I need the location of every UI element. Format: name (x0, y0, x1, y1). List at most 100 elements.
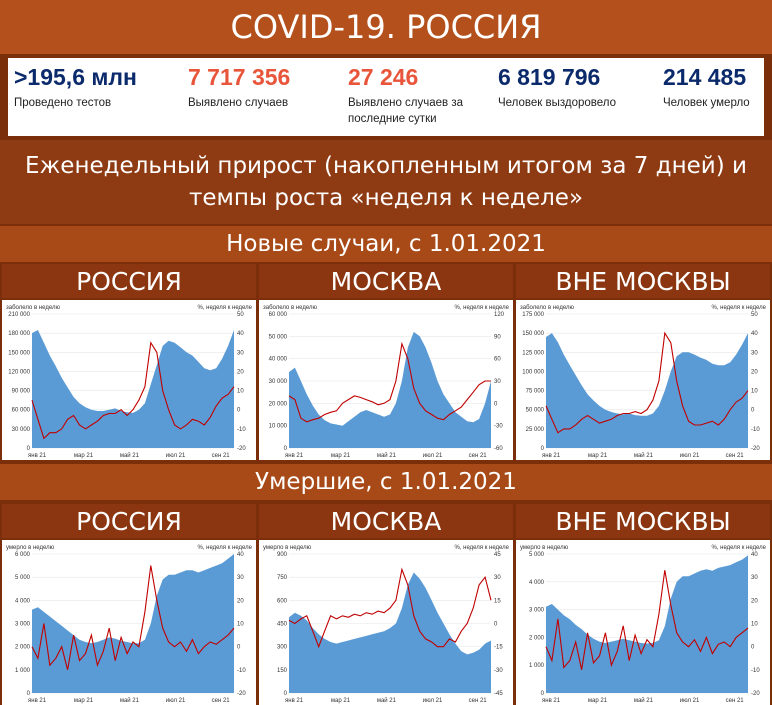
y-tick-label: 1 000 (15, 668, 31, 674)
x-tick-label: мар 21 (331, 698, 351, 704)
line-series (288, 567, 492, 649)
chart-svg: заболело в неделю %, неделя к неделе 210 0… (6, 305, 253, 459)
stat-value: 27 246 (348, 64, 419, 90)
y2-tick-label: 15 (494, 598, 501, 604)
x-tick-label: сен 21 (469, 698, 488, 704)
x-tick-label: мар 21 (331, 453, 351, 459)
line-series (545, 331, 749, 434)
y-tick-label: 210 000 (8, 312, 30, 318)
y2-tick-label: 30 (494, 575, 501, 581)
stats-panel: >195,6 млн Проведено тестов 7 717 356 Вы… (8, 58, 764, 136)
x-tick-label: июл 21 (680, 453, 700, 459)
y-tick-label: 750 (277, 575, 288, 581)
y-tick-label: 600 (277, 598, 288, 604)
x-tick-label: сен 21 (726, 698, 745, 704)
y-tick-label: 50 000 (526, 408, 545, 414)
x-tick-label: янв 21 (542, 453, 561, 459)
y-tick-label: 75 000 (526, 389, 545, 395)
y2-tick-label: -10 (751, 427, 760, 433)
y-tick-label: 150 000 (8, 350, 30, 356)
chart-deaths-russia: умерло в неделю %, неделя к неделе 6 000 5 … (2, 540, 256, 705)
y-tick-label: 90 000 (12, 389, 31, 395)
x-tick-label: июл 21 (166, 453, 186, 459)
region-title: МОСКВА (259, 504, 513, 538)
subtitle: Еженедельный прирост (накопленным итогом… (0, 140, 772, 224)
y2-tick-label: 0 (751, 408, 755, 414)
y2-tick-label: 60 (494, 357, 501, 363)
chart-svg: умерло в неделю %, неделя к неделе 5 000 4 … (520, 545, 767, 704)
y-tick-label: 450 (277, 622, 288, 628)
y-tick-label: 0 (27, 446, 31, 452)
stat-value: 7 717 356 (188, 64, 291, 90)
y2-tick-label: 0 (494, 622, 498, 628)
x-tick-label: сен 21 (726, 453, 745, 459)
chart-deaths-moscow: умерло в неделю %, неделя к неделе 900 750 6… (259, 540, 513, 705)
y-tick-label: 0 (541, 691, 545, 697)
y-tick-label: 0 (284, 446, 288, 452)
x-tick-label: май 21 (120, 697, 140, 704)
section-title-cases: Новые случаи, с 1.01.2021 (0, 226, 772, 262)
y2-axis-label: %, неделя к неделе (454, 545, 509, 551)
y-tick-label: 4 000 (15, 598, 31, 604)
region-title: РОССИЯ (2, 264, 256, 298)
y2-axis-label: %, неделя к неделе (197, 545, 252, 551)
y2-tick-label: -20 (751, 446, 760, 452)
stat-tests: >195,6 млн Проведено тестов (14, 64, 137, 111)
chart-cases-outside-moscow: заболело в неделю %, неделя к неделе 175 0… (516, 300, 770, 460)
stat-value: 214 485 (663, 64, 747, 90)
y2-axis-label: %, неделя к неделе (197, 305, 252, 311)
stat-cases: 7 717 356 Выявлено случаев (188, 64, 290, 111)
stat-daily-cases: 27 246 Выявлено случаев за последние сут… (348, 64, 478, 127)
y-tick-label: 50 000 (269, 334, 288, 340)
stat-label: Человек выздоровело (498, 97, 617, 109)
x-tick-label: янв 21 (28, 453, 47, 459)
y2-tick-label: 120 (494, 312, 505, 318)
region-title: ВНЕ МОСКВЫ (516, 264, 770, 298)
y-tick-label: 100 000 (522, 369, 544, 375)
y2-tick-label: -10 (237, 427, 246, 433)
stat-value: >195,6 млн (14, 64, 137, 90)
y-tick-label: 150 (277, 668, 288, 674)
y-tick-label: 3 000 (15, 622, 31, 628)
chart-svg: заболело в неделю %, неделя к неделе 175 0… (520, 305, 767, 459)
area-series (32, 554, 234, 693)
chart-svg: умерло в неделю %, неделя к неделе 6 000 5 … (6, 545, 253, 704)
y2-tick-label: 10 (751, 389, 758, 395)
x-tick-label: мар 21 (588, 453, 608, 459)
area-series (289, 572, 491, 693)
y-tick-label: 60 000 (269, 312, 288, 318)
y2-tick-label: 30 (237, 575, 244, 581)
y2-tick-label: -10 (237, 668, 246, 674)
y2-tick-label: 30 (751, 575, 758, 581)
y-tick-label: 180 000 (8, 331, 30, 337)
y2-tick-label: 20 (751, 369, 758, 375)
stat-label: Выявлено случаев (188, 97, 289, 109)
y-tick-label: 5 000 (15, 575, 31, 581)
x-tick-label: мар 21 (74, 453, 94, 459)
stat-label: Выявлено случаев за последние сутки (348, 97, 464, 125)
y-tick-label: 10 000 (269, 424, 288, 430)
y-tick-label: 300 (277, 645, 288, 651)
region-title: РОССИЯ (2, 504, 256, 538)
y-axis-label: заболело в неделю (6, 305, 60, 311)
x-tick-label: май 21 (120, 452, 140, 459)
y-tick-label: 40 000 (269, 357, 288, 363)
y2-tick-label: 30 (751, 350, 758, 356)
y-tick-label: 900 (277, 552, 288, 558)
section-title-deaths: Умершие, с 1.01.2021 (0, 464, 772, 500)
x-tick-label: янв 21 (542, 698, 561, 704)
y2-tick-label: 10 (237, 622, 244, 628)
y2-tick-label: -10 (751, 668, 760, 674)
y2-axis-label: %, неделя к неделе (454, 305, 509, 311)
line-series (31, 341, 235, 440)
y-tick-label: 2 000 (15, 645, 31, 651)
line-series (545, 570, 749, 670)
y2-tick-label: 20 (237, 369, 244, 375)
area-series (546, 333, 748, 448)
y2-tick-label: -20 (751, 691, 760, 697)
y-axis-label: умерло в неделю (263, 545, 312, 551)
chart-cases-russia: заболело в неделю %, неделя к неделе 210 0… (2, 300, 256, 460)
y-tick-label: 30 000 (12, 427, 31, 433)
y-tick-label: 125 000 (522, 350, 544, 356)
